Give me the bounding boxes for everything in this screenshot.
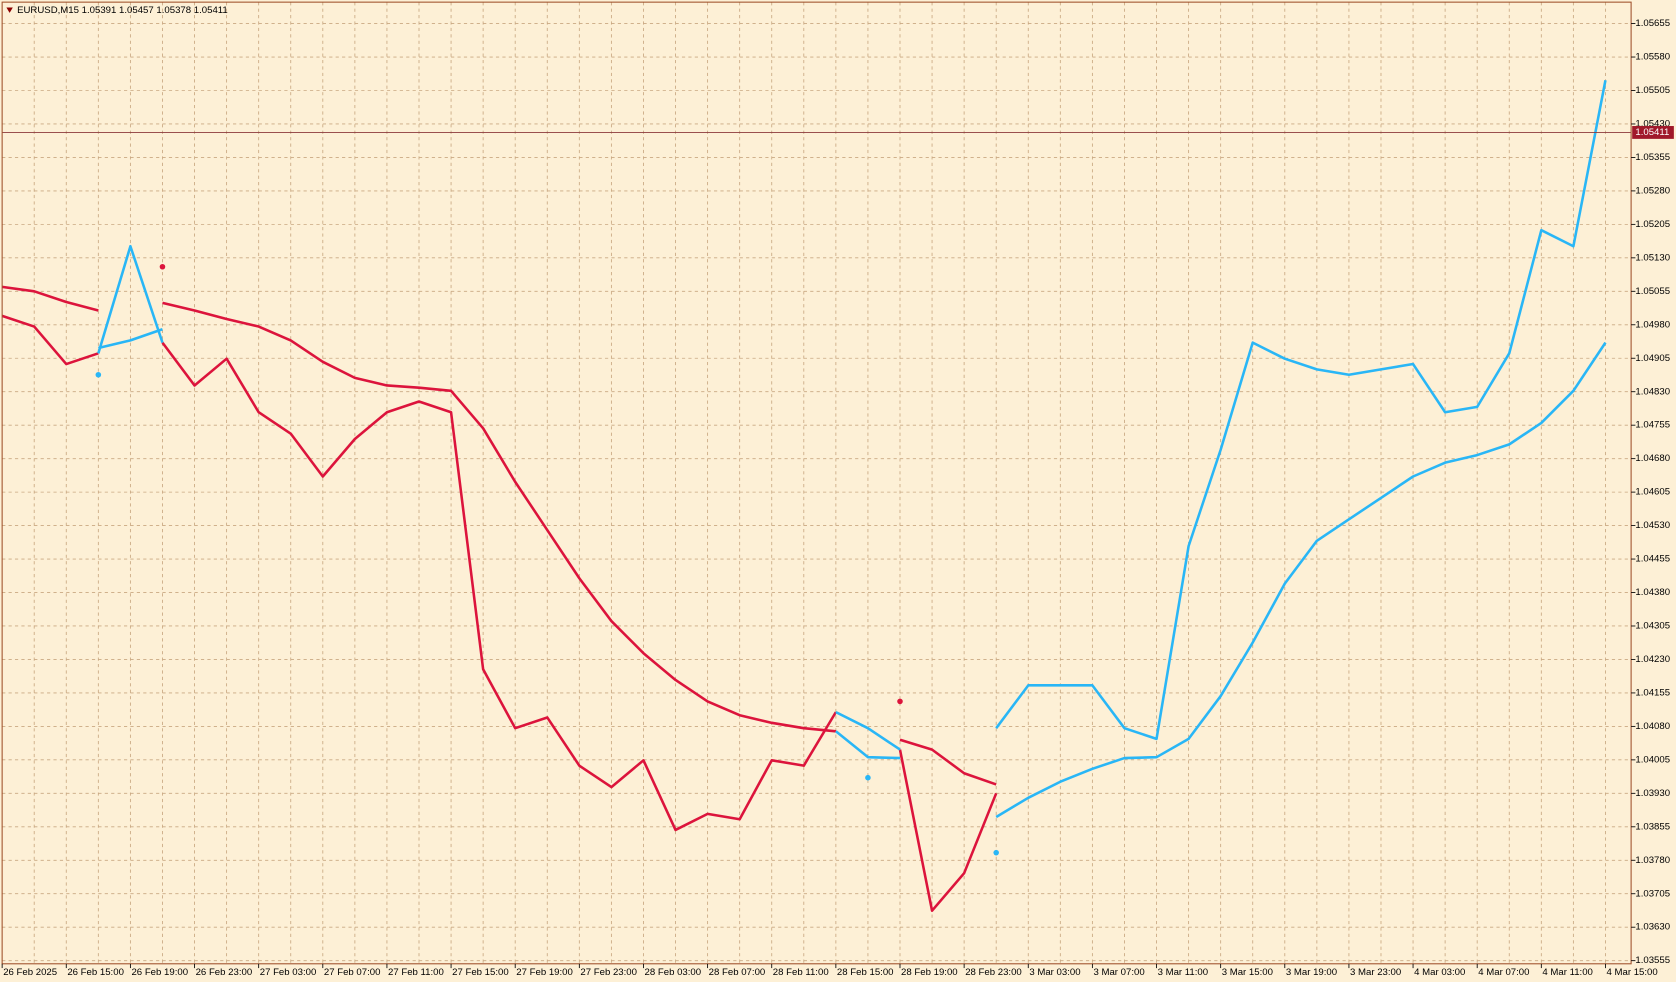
x-tick-label: 27 Feb 11:00 <box>388 967 444 978</box>
x-tick-label: 3 Mar 03:00 <box>1029 967 1080 978</box>
y-tick-label: 1.05130 <box>1635 252 1670 263</box>
y-tick-label: 1.04830 <box>1635 386 1670 397</box>
y-tick-label: 1.04455 <box>1635 554 1670 565</box>
y-tick-label: 1.03855 <box>1635 821 1670 832</box>
plot <box>1 79 1632 912</box>
x-tick-label: 27 Feb 03:00 <box>260 967 317 978</box>
chart-title: EURUSD,M15 1.05391 1.05457 1.05378 1.054… <box>17 5 228 16</box>
x-tick-label: 26 Feb 19:00 <box>131 967 188 978</box>
y-tick-label: 1.04005 <box>1635 754 1670 765</box>
y-tick-label: 1.03930 <box>1635 788 1670 799</box>
y-tick-label: 1.04305 <box>1635 621 1670 632</box>
x-tick-label: 3 Mar 15:00 <box>1222 967 1273 978</box>
y-tick-label: 1.04380 <box>1635 587 1670 598</box>
series-line <box>1 314 998 912</box>
y-tick-label: 1.05355 <box>1635 152 1670 163</box>
x-tick-label: 26 Feb 15:00 <box>67 967 124 978</box>
x-tick-label: 27 Feb 07:00 <box>324 967 381 978</box>
y-tick-label: 1.05655 <box>1635 18 1670 29</box>
y-tick-label: 1.04755 <box>1635 420 1670 431</box>
signal-dot <box>897 698 903 705</box>
x-tick-label: 3 Mar 11:00 <box>1158 967 1209 978</box>
signal-dot <box>159 263 166 270</box>
y-tick-label: 1.05580 <box>1635 52 1670 63</box>
y-tick-label: 1.05280 <box>1635 185 1670 196</box>
plot-frame <box>1 1 1632 965</box>
x-tick-label: 4 Mar 11:00 <box>1542 967 1593 978</box>
x-tick-label: 26 Feb 23:00 <box>196 967 253 978</box>
y-tick-label: 1.03780 <box>1635 855 1670 866</box>
grid <box>2 2 1632 964</box>
series-line <box>98 328 1607 819</box>
y-tick-label: 1.03630 <box>1635 922 1670 933</box>
y-tick-label: 1.04530 <box>1635 520 1670 531</box>
y-tick-label: 1.05055 <box>1635 286 1670 297</box>
current-price-box <box>1632 126 1674 139</box>
x-tick-label: 27 Feb 19:00 <box>516 967 573 978</box>
y-tick-label: 1.04905 <box>1635 353 1670 364</box>
x-tick-label: 28 Feb 19:00 <box>901 967 958 978</box>
x-tick-label: 26 Feb 2025 <box>3 967 57 978</box>
x-tick-label: 28 Feb 07:00 <box>709 967 766 978</box>
y-tick-label: 1.05205 <box>1635 219 1670 230</box>
x-tick-label: 27 Feb 23:00 <box>580 967 637 978</box>
y-tick-label: 1.05430 <box>1635 119 1670 130</box>
x-tick-label: 3 Mar 07:00 <box>1093 967 1144 978</box>
signal-dot <box>95 371 102 378</box>
signal-dot <box>865 774 871 781</box>
x-tick-label: 4 Mar 03:00 <box>1414 967 1465 978</box>
series-line <box>1 285 997 786</box>
y-tick-label: 1.04980 <box>1635 319 1670 330</box>
menu-triangle <box>6 7 13 13</box>
y-tick-label: 1.03705 <box>1635 888 1670 899</box>
y-tick-label: 1.04080 <box>1635 721 1670 732</box>
x-tick-label: 4 Mar 07:00 <box>1478 967 1529 978</box>
x-tick-label: 3 Mar 19:00 <box>1286 967 1337 978</box>
x-tick-label: 28 Feb 23:00 <box>965 967 1022 978</box>
y-tick-label: 1.04680 <box>1635 453 1670 464</box>
x-tick-label: 28 Feb 11:00 <box>773 967 829 978</box>
y-tick-label: 1.04155 <box>1635 687 1670 698</box>
x-tick-label: 4 Mar 15:00 <box>1607 967 1658 978</box>
y-tick-label: 1.03555 <box>1635 955 1670 966</box>
y-tick-label: 1.04230 <box>1635 654 1670 665</box>
current-price-label: 1.05411 <box>1635 127 1669 138</box>
x-tick-label: 28 Feb 15:00 <box>837 967 894 978</box>
y-tick-label: 1.04605 <box>1635 487 1670 498</box>
x-tick-label: 28 Feb 03:00 <box>645 967 702 978</box>
x-tick-label: 27 Feb 15:00 <box>452 967 509 978</box>
signal-dot <box>993 849 999 856</box>
y-tick-label: 1.05505 <box>1635 85 1670 96</box>
x-tick-label: 3 Mar 23:00 <box>1350 967 1401 978</box>
series-line <box>97 79 1607 751</box>
